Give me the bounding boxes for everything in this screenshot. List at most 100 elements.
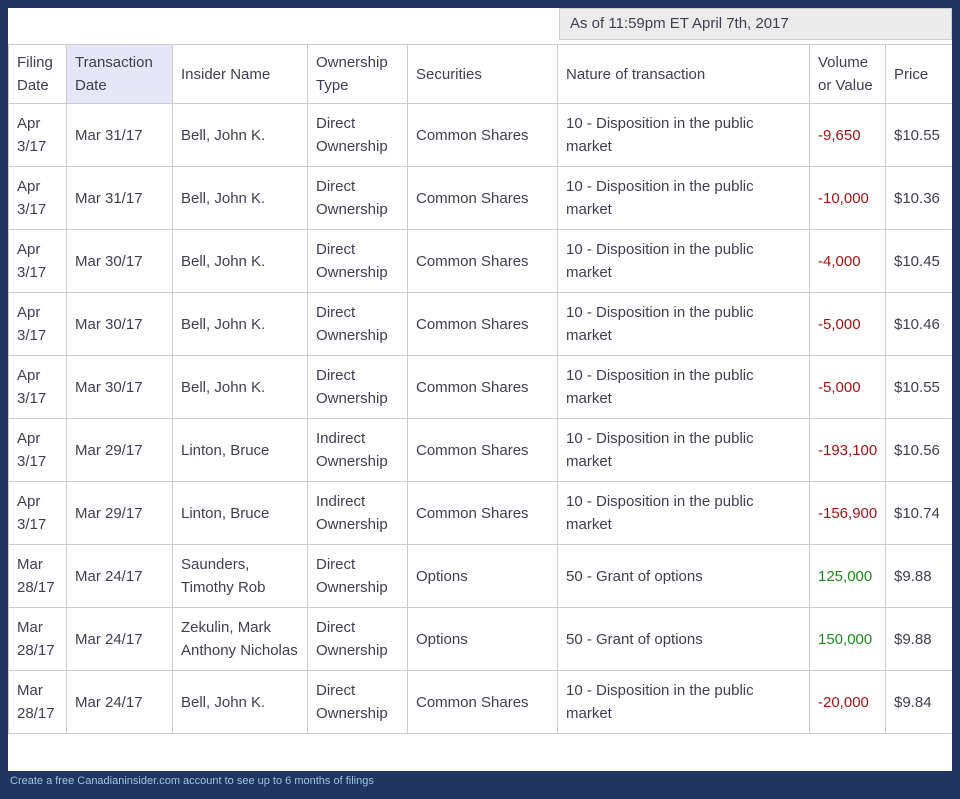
cell-nature-of-transaction: 10 - Disposition in the public market xyxy=(557,481,810,545)
cell-filing-date: Apr 3/17 xyxy=(8,103,67,167)
cell-volume-or-value: -20,000 xyxy=(809,670,886,734)
cell-ownership-type: Direct Ownership xyxy=(307,229,408,293)
cell-price: $10.46 xyxy=(885,292,952,356)
cell-ownership-type: Direct Ownership xyxy=(307,103,408,167)
create-account-link[interactable]: Create a free Canadianinsider.com accoun… xyxy=(10,775,374,787)
cell-nature-of-transaction: 50 - Grant of options xyxy=(557,607,810,671)
cell-volume-or-value: -156,900 xyxy=(809,481,886,545)
cell-transaction-date: Mar 24/17 xyxy=(66,607,173,671)
cell-price: $9.88 xyxy=(885,607,952,671)
cell-insider-name: Bell, John K. xyxy=(172,292,308,356)
cell-securities: Common Shares xyxy=(407,166,558,230)
cell-price: $10.55 xyxy=(885,355,952,419)
table-header-row: Filing Date Transaction Date Insider Nam… xyxy=(8,44,952,104)
col-header-nature[interactable]: Nature of transaction xyxy=(557,44,810,104)
cell-filing-date: Apr 3/17 xyxy=(8,418,67,482)
cell-price: $10.36 xyxy=(885,166,952,230)
cell-filing-date: Apr 3/17 xyxy=(8,481,67,545)
cell-insider-name: Linton, Bruce xyxy=(172,481,308,545)
cell-volume-or-value: 150,000 xyxy=(809,607,886,671)
col-header-insider-name[interactable]: Insider Name xyxy=(172,44,308,104)
cell-volume-or-value: -10,000 xyxy=(809,166,886,230)
cell-nature-of-transaction: 10 - Disposition in the public market xyxy=(557,166,810,230)
cell-volume-or-value: -5,000 xyxy=(809,292,886,356)
cell-price: $10.74 xyxy=(885,481,952,545)
cell-insider-name: Bell, John K. xyxy=(172,103,308,167)
cell-securities: Common Shares xyxy=(407,292,558,356)
col-header-volume-or-value[interactable]: Volume or Value xyxy=(809,44,886,104)
cell-volume-or-value: -193,100 xyxy=(809,418,886,482)
cell-ownership-type: Direct Ownership xyxy=(307,544,408,608)
cell-insider-name: Linton, Bruce xyxy=(172,418,308,482)
cell-filing-date: Apr 3/17 xyxy=(8,355,67,419)
cell-insider-name: Bell, John K. xyxy=(172,166,308,230)
cell-volume-or-value: -4,000 xyxy=(809,229,886,293)
content-area: As of 11:59pm ET April 7th, 2017 Filing … xyxy=(8,8,952,771)
cell-transaction-date: Mar 31/17 xyxy=(66,103,173,167)
cell-securities: Options xyxy=(407,544,558,608)
cell-transaction-date: Mar 24/17 xyxy=(66,670,173,734)
cell-insider-name: Saunders, Timothy Rob xyxy=(172,544,308,608)
table-row: Mar 28/17 Mar 24/17 Zekulin, Mark Anthon… xyxy=(8,607,952,671)
cell-price: $10.45 xyxy=(885,229,952,293)
cell-securities: Options xyxy=(407,607,558,671)
cell-securities: Common Shares xyxy=(407,418,558,482)
cell-nature-of-transaction: 10 - Disposition in the public market xyxy=(557,418,810,482)
cell-insider-name: Bell, John K. xyxy=(172,355,308,419)
cell-volume-or-value: -5,000 xyxy=(809,355,886,419)
cell-price: $10.55 xyxy=(885,103,952,167)
table-row: Apr 3/17 Mar 30/17 Bell, John K. Direct … xyxy=(8,355,952,419)
cell-securities: Common Shares xyxy=(407,670,558,734)
cell-securities: Common Shares xyxy=(407,355,558,419)
cell-nature-of-transaction: 10 - Disposition in the public market xyxy=(557,229,810,293)
cell-ownership-type: Direct Ownership xyxy=(307,670,408,734)
cell-price: $9.84 xyxy=(885,670,952,734)
cell-transaction-date: Mar 31/17 xyxy=(66,166,173,230)
cell-price: $10.56 xyxy=(885,418,952,482)
table-row: Apr 3/17 Mar 31/17 Bell, John K. Direct … xyxy=(8,166,952,230)
cell-nature-of-transaction: 50 - Grant of options xyxy=(557,544,810,608)
topbar: As of 11:59pm ET April 7th, 2017 xyxy=(8,8,952,44)
col-header-price[interactable]: Price xyxy=(885,44,952,104)
cell-ownership-type: Direct Ownership xyxy=(307,607,408,671)
cell-transaction-date: Mar 30/17 xyxy=(66,229,173,293)
cell-price: $9.88 xyxy=(885,544,952,608)
cell-filing-date: Mar 28/17 xyxy=(8,544,67,608)
cell-insider-name: Bell, John K. xyxy=(172,670,308,734)
cell-volume-or-value: -9,650 xyxy=(809,103,886,167)
cell-nature-of-transaction: 10 - Disposition in the public market xyxy=(557,670,810,734)
as-of-banner: As of 11:59pm ET April 7th, 2017 xyxy=(559,8,952,40)
cell-securities: Common Shares xyxy=(407,103,558,167)
col-header-transaction-date[interactable]: Transaction Date xyxy=(66,44,173,104)
cell-securities: Common Shares xyxy=(407,229,558,293)
cell-ownership-type: Direct Ownership xyxy=(307,355,408,419)
cell-transaction-date: Mar 30/17 xyxy=(66,355,173,419)
cell-transaction-date: Mar 29/17 xyxy=(66,418,173,482)
cell-ownership-type: Direct Ownership xyxy=(307,166,408,230)
cell-filing-date: Apr 3/17 xyxy=(8,229,67,293)
cell-securities: Common Shares xyxy=(407,481,558,545)
cell-filing-date: Mar 28/17 xyxy=(8,607,67,671)
col-header-filing-date[interactable]: Filing Date xyxy=(8,44,67,104)
cell-volume-or-value: 125,000 xyxy=(809,544,886,608)
col-header-securities[interactable]: Securities xyxy=(407,44,558,104)
table-row: Mar 28/17 Mar 24/17 Saunders, Timothy Ro… xyxy=(8,544,952,608)
cell-nature-of-transaction: 10 - Disposition in the public market xyxy=(557,355,810,419)
cell-ownership-type: Indirect Ownership xyxy=(307,481,408,545)
table-row: Apr 3/17 Mar 30/17 Bell, John K. Direct … xyxy=(8,292,952,356)
table-row: Apr 3/17 Mar 30/17 Bell, John K. Direct … xyxy=(8,229,952,293)
cell-filing-date: Apr 3/17 xyxy=(8,292,67,356)
cell-filing-date: Apr 3/17 xyxy=(8,166,67,230)
cell-filing-date: Mar 28/17 xyxy=(8,670,67,734)
table-row: Apr 3/17 Mar 31/17 Bell, John K. Direct … xyxy=(8,103,952,167)
col-header-ownership-type[interactable]: Ownership Type xyxy=(307,44,408,104)
table-row: Apr 3/17 Mar 29/17 Linton, Bruce Indirec… xyxy=(8,481,952,545)
cell-insider-name: Zekulin, Mark Anthony Nicholas xyxy=(172,607,308,671)
cell-ownership-type: Direct Ownership xyxy=(307,292,408,356)
table-body: Apr 3/17 Mar 31/17 Bell, John K. Direct … xyxy=(8,103,952,734)
table-row: Apr 3/17 Mar 29/17 Linton, Bruce Indirec… xyxy=(8,418,952,482)
cell-transaction-date: Mar 30/17 xyxy=(66,292,173,356)
cell-transaction-date: Mar 24/17 xyxy=(66,544,173,608)
cell-nature-of-transaction: 10 - Disposition in the public market xyxy=(557,292,810,356)
